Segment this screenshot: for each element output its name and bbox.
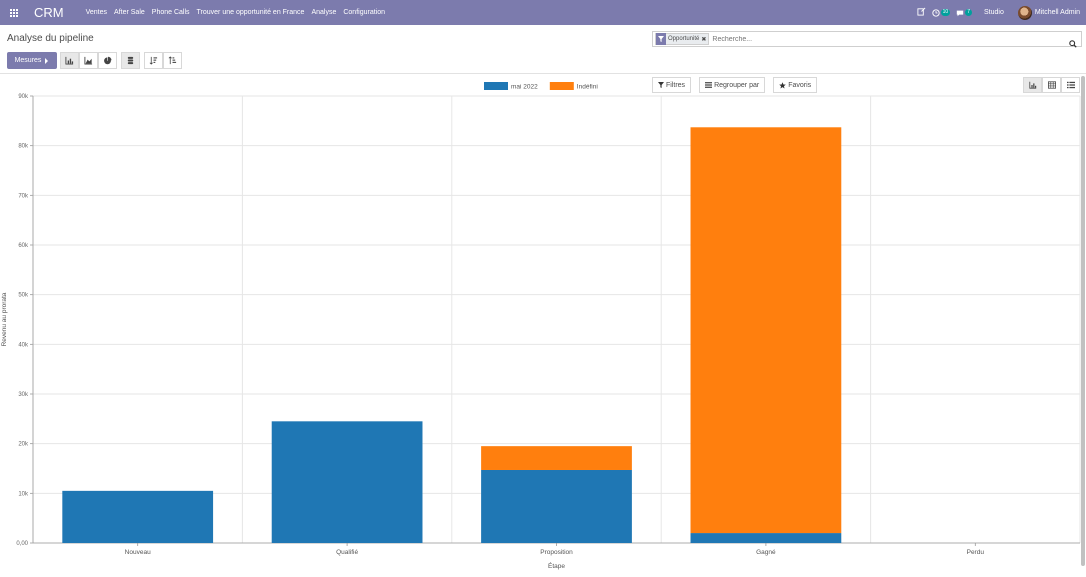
sort-descending-button[interactable] (144, 52, 163, 69)
bar-chart-button[interactable] (60, 52, 79, 69)
search-icon[interactable] (1069, 35, 1077, 53)
x-tick-label: Qualifié (336, 549, 358, 556)
menu-after-sale[interactable]: After Sale (114, 9, 145, 16)
bar-2 (690, 127, 842, 534)
legend-label: mai 2022 (511, 84, 538, 91)
y-tick-label: 80k (18, 144, 29, 150)
y-tick-label: 60k (18, 243, 29, 249)
bar-chart: 0,00 10k 20k 30k 40k 50k 60k 70k 80k 90k Nouveau Qu… (1, 82, 1081, 570)
top-navbar: CRM Ventes After Sale Phone Calls Trouve… (0, 0, 1086, 25)
bar-1 (271, 421, 423, 543)
caret-right-icon (45, 57, 49, 64)
filter-icon (656, 33, 666, 45)
measures-label: Mesures (14, 57, 42, 64)
bar-1 (690, 533, 842, 543)
menu-configuration[interactable]: Configuration (343, 9, 385, 16)
clock-icon (931, 8, 940, 17)
menu-ventes[interactable]: Ventes (85, 9, 108, 16)
filters-label: Filtres (666, 81, 686, 89)
facet-label: Opportunité (668, 36, 700, 42)
activity-button[interactable]: 10 (931, 8, 951, 17)
bar-chart-icon (65, 56, 74, 65)
y-tick-label: 30k (18, 392, 29, 398)
x-axis-label: Étape (548, 561, 565, 570)
y-tick-label: 20k (18, 442, 29, 448)
measures-button[interactable]: Mesures (7, 52, 57, 69)
scrollbar[interactable] (1081, 76, 1085, 566)
favorites-label: Favoris (788, 81, 812, 89)
avatar (1017, 5, 1032, 20)
user-name: Mitchell Admin (1034, 9, 1080, 16)
y-tick-label: 10k (18, 491, 29, 497)
bar-1 (481, 469, 632, 543)
y-tick-label: 90k (18, 94, 29, 100)
bar-1 (62, 490, 214, 543)
studio-link[interactable]: Studio (984, 9, 1004, 16)
chart-container: 0,00 10k 20k 30k 40k 50k 60k 70k 80k 90k Nouveau Qu… (0, 75, 1086, 572)
favorites-button[interactable]: Favoris (773, 77, 818, 93)
pivot-view-button[interactable] (1042, 77, 1061, 93)
sort-ascending-button[interactable] (163, 52, 182, 69)
group-by-label: Regrouper par (714, 81, 760, 89)
stack-icon (127, 56, 134, 65)
search-facet[interactable]: Opportunité ✖ (655, 33, 710, 45)
y-tick-label: 50k (18, 293, 29, 299)
x-tick-label: Proposition (540, 549, 573, 556)
x-tick-label: Gagné (756, 549, 776, 556)
edit-icon[interactable] (917, 7, 926, 18)
y-axis-label: Revenu au prorata (1, 292, 8, 346)
messages-button[interactable]: 7 (956, 9, 972, 17)
line-chart-button[interactable] (79, 52, 98, 69)
star-icon (779, 81, 786, 89)
sort-amount-asc-icon (168, 56, 177, 65)
chat-icon (957, 10, 964, 16)
search-input[interactable] (712, 35, 1013, 43)
pie-chart-button[interactable] (98, 52, 117, 69)
pie-chart-icon (104, 56, 112, 65)
list-icon (1066, 81, 1075, 89)
x-tick-label: Nouveau (125, 549, 151, 556)
control-panel: Analyse du pipeline Mesures (0, 25, 1086, 93)
group-by-button[interactable]: Regrouper par (699, 77, 766, 93)
apps-menu-icon[interactable] (2, 0, 26, 25)
table-icon (1047, 81, 1056, 89)
bar-2 (481, 446, 632, 470)
menu-find-opportunity[interactable]: Trouver une opportunité en France (196, 9, 305, 16)
bars-icon (705, 82, 713, 88)
filter-icon (658, 82, 664, 88)
y-tick-label: 0,00 (16, 541, 28, 547)
x-tick-label: Perdu (967, 549, 985, 556)
bar-chart-icon (1028, 81, 1036, 89)
menu-phone-calls[interactable]: Phone Calls (151, 9, 190, 16)
user-menu[interactable]: Mitchell Admin (1017, 5, 1080, 20)
activity-count-badge: 10 (940, 9, 951, 16)
legend-label: Indéfini (577, 84, 598, 91)
filters-button[interactable]: Filtres (652, 77, 692, 93)
y-tick-label: 70k (18, 193, 29, 199)
sort-amount-desc-icon (149, 56, 158, 65)
graph-view-button[interactable] (1023, 77, 1042, 93)
stacked-button[interactable] (121, 52, 140, 69)
area-chart-icon (84, 56, 93, 65)
search-bar: Opportunité ✖ (652, 31, 1082, 48)
y-tick-label: 40k (18, 342, 29, 348)
remove-facet-icon[interactable]: ✖ (701, 36, 707, 43)
message-count-badge: 7 (965, 9, 972, 16)
menu-analyse[interactable]: Analyse (311, 9, 337, 16)
list-view-button[interactable] (1061, 77, 1080, 93)
app-brand[interactable]: CRM (34, 5, 64, 20)
page-title: Analyse du pipeline (7, 33, 94, 44)
legend-swatch (549, 82, 574, 90)
legend-swatch (484, 82, 508, 90)
